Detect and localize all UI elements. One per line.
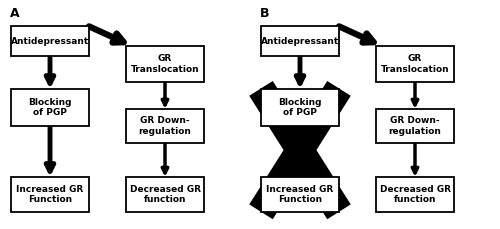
Text: A: A	[10, 7, 20, 20]
Text: B: B	[260, 7, 270, 20]
Text: Increased GR
Function: Increased GR Function	[266, 185, 334, 204]
Bar	[126, 46, 204, 82]
Bar	[376, 177, 454, 212]
Bar	[126, 177, 204, 212]
Text: Antidepressant: Antidepressant	[261, 37, 339, 46]
Bar	[126, 109, 204, 143]
Text: GR Down-
regulation: GR Down- regulation	[388, 116, 442, 136]
Bar	[261, 89, 339, 126]
Text: GR
Translocation: GR Translocation	[380, 55, 450, 74]
Bar	[376, 46, 454, 82]
Bar	[261, 26, 339, 56]
Text: Decreased GR
function: Decreased GR function	[380, 185, 450, 204]
Bar	[376, 109, 454, 143]
Text: Antidepressant: Antidepressant	[11, 37, 89, 46]
Bar	[12, 26, 88, 56]
Text: Decreased GR
function: Decreased GR function	[130, 185, 200, 204]
Text: Blocking
of PGP: Blocking of PGP	[278, 98, 322, 117]
Text: GR Down-
regulation: GR Down- regulation	[138, 116, 192, 136]
Bar	[261, 177, 339, 212]
Text: Blocking
of PGP: Blocking of PGP	[28, 98, 72, 117]
Bar	[12, 89, 88, 126]
Text: Increased GR
Function: Increased GR Function	[16, 185, 84, 204]
Text: GR
Translocation: GR Translocation	[130, 55, 200, 74]
Bar	[12, 177, 88, 212]
